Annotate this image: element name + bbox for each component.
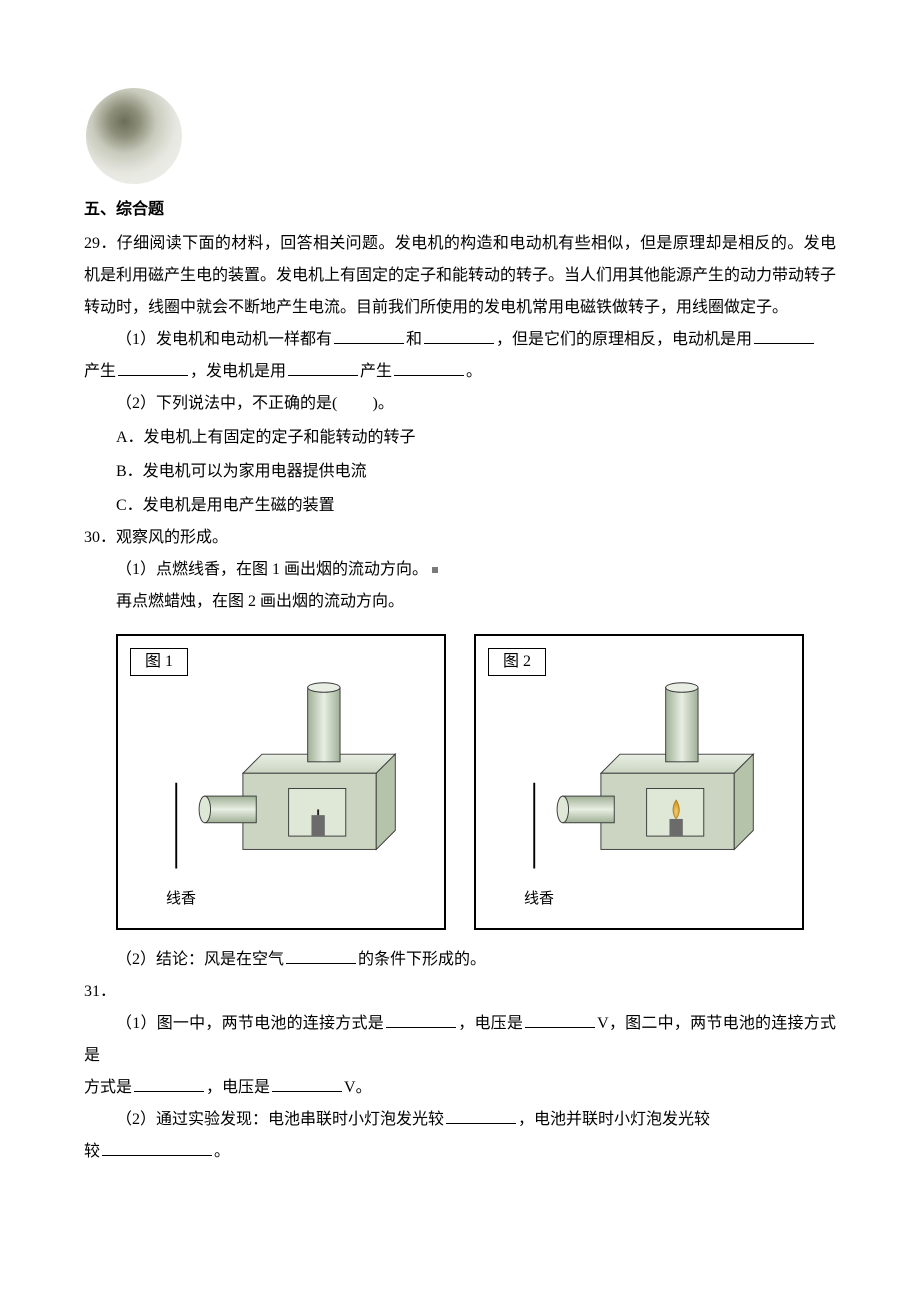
- q29-s2-end: )。: [373, 395, 394, 412]
- q29-sub2: （2）下列说法中，不正确的是( )。: [84, 388, 836, 420]
- blank[interactable]: [288, 358, 358, 376]
- q31-sub1-l1: （1）图一中，两节电池的连接方式是，电压是V，图二中，两节电池的连接方式是: [84, 1008, 836, 1072]
- q29-sub1-line1: （1）发电机和电动机一样都有 和 ，但是它们的原理相反，电动机是用: [84, 324, 836, 356]
- q30-line: 30．观察风的形成。: [84, 522, 836, 554]
- q30-sub2: （2）结论：风是在空气 的条件下形成的。: [84, 944, 836, 976]
- q31-sub2-l1: （2）通过实验发现：电池串联时小灯泡发光较 ，电池并联时小灯泡发光较: [84, 1104, 836, 1136]
- q29-s2: （2）下列说法中，不正确的是(: [116, 395, 337, 412]
- decorative-photo: [86, 88, 182, 184]
- q31-s2b: ，电池并联时小灯泡发光较: [518, 1111, 710, 1128]
- q29-s1-b: 和: [406, 331, 422, 348]
- figure-2-svg: [488, 678, 790, 890]
- q29-sub1-line2: 产生 ，发电机是用 产生 。: [84, 356, 836, 388]
- q29-intro: 29．仔细阅读下面的材料，回答相关问题。发电机的构造和电动机有些相似，但是原理却…: [84, 228, 836, 324]
- q30-number: 30．: [84, 529, 116, 546]
- blank[interactable]: [334, 326, 404, 344]
- blank[interactable]: [386, 1010, 456, 1028]
- q31-sub2-l2: 较。: [84, 1136, 836, 1168]
- figure-1-box: 图 1: [116, 634, 446, 930]
- section-5-heading: 五、综合题: [84, 194, 836, 226]
- figure-1-label: 图 1: [130, 648, 188, 676]
- figure-2-label: 图 2: [488, 648, 546, 676]
- q29-s1-f: 产生: [360, 363, 392, 380]
- q29-intro-text: 仔细阅读下面的材料，回答相关问题。发电机的构造和电动机有些相似，但是原理却是相反…: [84, 235, 836, 316]
- q29-s1-e: ，发电机是用: [190, 363, 286, 380]
- q29-number: 29．: [84, 235, 117, 252]
- q29-opt-A: A．发电机上有固定的定子和能转动的转子: [84, 422, 836, 454]
- q29-s1-d: 产生: [84, 363, 116, 380]
- figure-1-svg: [130, 678, 432, 890]
- blank[interactable]: [118, 358, 188, 376]
- blank[interactable]: [286, 946, 356, 964]
- q30-s2a: （2）结论：风是在空气: [116, 951, 284, 968]
- blank[interactable]: [102, 1138, 212, 1156]
- q31-s1a: （1）图一中，两节电池的连接方式是: [116, 1015, 384, 1032]
- q31-number: 31．: [84, 983, 116, 1000]
- blank[interactable]: [754, 326, 814, 344]
- blank[interactable]: [394, 358, 464, 376]
- q31-s2c: 。: [214, 1143, 230, 1160]
- figure-row: 图 1: [84, 634, 836, 930]
- q31-s2a: （2）通过实验发现：电池串联时小灯泡发光较: [116, 1111, 444, 1128]
- figure-2-incense-label: 线香: [524, 884, 826, 914]
- q31-s1d: ，电压是: [206, 1079, 270, 1096]
- q29-opt-B: B．发电机可以为家用电器提供电流: [84, 456, 836, 488]
- figure-2-box: 图 2: [474, 634, 804, 930]
- blank[interactable]: [134, 1074, 204, 1092]
- q30-s1a: （1）点燃线香，在图 1 画出烟的流动方向。: [116, 561, 428, 578]
- q31-number-line: 31．: [84, 976, 836, 1008]
- figure-1-incense-label: 线香: [166, 884, 468, 914]
- q30-sub1-l1: （1）点燃线香，在图 1 画出烟的流动方向。: [84, 554, 836, 586]
- q29-s1-g: 。: [466, 363, 482, 380]
- blank[interactable]: [272, 1074, 342, 1092]
- q30-title: 观察风的形成。: [116, 529, 228, 546]
- q31-sub1-l2: 方式是，电压是V。: [84, 1072, 836, 1104]
- q30-s2b: 的条件下形成的。: [358, 951, 486, 968]
- blank[interactable]: [446, 1106, 516, 1124]
- q31-s1b: ，电压是: [458, 1015, 523, 1032]
- q29-opt-C: C．发电机是用电产生磁的装置: [84, 490, 836, 522]
- dot-marker-icon: [432, 567, 438, 573]
- q30-sub1-l2: 再点燃蜡烛，在图 2 画出烟的流动方向。: [84, 586, 836, 618]
- blank[interactable]: [424, 326, 494, 344]
- q29-s1-c: ，但是它们的原理相反，电动机是用: [496, 331, 752, 348]
- q29-s1-a: （1）发电机和电动机一样都有: [116, 331, 332, 348]
- blank[interactable]: [525, 1010, 595, 1028]
- q31-s1e: V。: [344, 1079, 372, 1096]
